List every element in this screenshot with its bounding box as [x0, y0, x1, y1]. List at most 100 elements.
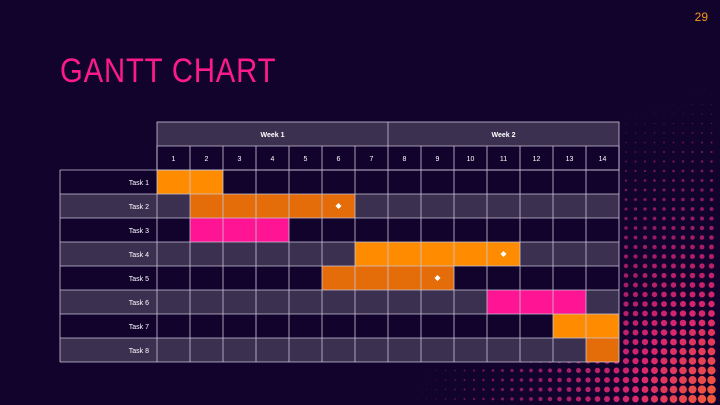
halftone-dot [633, 263, 638, 269]
halftone-dot [463, 379, 466, 381]
halftone-dot [682, 141, 684, 144]
halftone-dot [547, 387, 553, 392]
halftone-dot [557, 368, 562, 373]
halftone-dot [538, 378, 543, 382]
halftone-dot [660, 395, 668, 403]
halftone-dot [604, 386, 610, 393]
halftone-dot [566, 396, 572, 402]
halftone-dot [501, 369, 504, 372]
halftone-dot [708, 291, 715, 298]
halftone-dot [604, 377, 610, 383]
halftone-dot [634, 151, 637, 153]
halftone-dot [671, 197, 676, 202]
halftone-dot [671, 254, 676, 259]
halftone-dot [699, 225, 705, 231]
halftone-dot [662, 169, 666, 173]
halftone-dot [652, 254, 657, 259]
halftone-dot [633, 282, 638, 288]
halftone-dot [652, 263, 657, 269]
halftone-dot [698, 328, 706, 337]
task-bar [190, 194, 355, 218]
task-bar [586, 338, 619, 362]
halftone-dot [689, 319, 696, 327]
halftone-dot [698, 347, 706, 356]
halftone-dot [585, 396, 591, 402]
halftone-dot [623, 348, 629, 355]
halftone-dot [709, 225, 714, 231]
halftone-dot [690, 244, 695, 250]
halftone-dot [710, 150, 713, 154]
halftone-dot [651, 367, 658, 374]
halftone-dot [557, 387, 562, 392]
halftone-dot [698, 319, 706, 327]
halftone-dot [699, 263, 705, 269]
halftone-dot [680, 244, 686, 250]
halftone-dot [641, 367, 649, 374]
halftone-dot [709, 235, 714, 240]
halftone-dot [670, 301, 677, 307]
halftone-dot [680, 263, 686, 269]
halftone-dot [670, 310, 677, 317]
halftone-dot [643, 179, 647, 182]
halftone-dot [604, 367, 610, 374]
halftone-dot [701, 132, 703, 134]
halftone-dot [698, 310, 706, 317]
halftone-dot [660, 385, 668, 394]
halftone-dot [538, 368, 543, 373]
halftone-dot [632, 310, 639, 317]
halftone-dot [673, 104, 674, 105]
day-header-label: 1 [172, 156, 176, 163]
halftone-dot [463, 388, 466, 391]
halftone-dot [653, 169, 656, 173]
halftone-dot [709, 178, 714, 183]
halftone-dot [463, 369, 466, 372]
halftone-dot [661, 235, 667, 240]
halftone-dot [634, 198, 637, 201]
halftone-dot [472, 397, 476, 401]
halftone-dot [633, 216, 638, 221]
halftone-dot [679, 300, 687, 308]
halftone-dot [644, 132, 646, 134]
halftone-dot [510, 397, 514, 401]
halftone-dot [426, 370, 427, 371]
halftone-dot [670, 319, 677, 327]
halftone-dot [633, 273, 638, 278]
halftone-dot [632, 376, 639, 384]
halftone-dot [680, 235, 686, 240]
halftone-dot [632, 348, 639, 355]
halftone-dot [634, 141, 637, 144]
halftone-dot [632, 357, 639, 365]
task-label: Task 2 [129, 204, 149, 211]
halftone-dot [708, 310, 715, 317]
day-header-label: 7 [370, 156, 374, 163]
halftone-dot [663, 132, 665, 134]
halftone-dot [691, 141, 694, 144]
halftone-dot [708, 282, 715, 288]
halftone-dot [700, 188, 704, 192]
task-label: Task 8 [129, 348, 149, 355]
halftone-dot [594, 386, 601, 393]
halftone-dot [700, 150, 704, 154]
day-header-cell [322, 146, 355, 170]
halftone-dot [669, 376, 678, 384]
halftone-dot [661, 272, 667, 279]
halftone-dot [633, 207, 638, 211]
halftone-dot [671, 244, 676, 250]
halftone-dot [538, 396, 543, 402]
halftone-dot [699, 272, 705, 279]
halftone-dot [643, 160, 647, 163]
halftone-dot [622, 367, 630, 374]
halftone-dot [679, 357, 687, 365]
halftone-dot [691, 122, 694, 125]
halftone-dot [672, 122, 675, 125]
day-header-label: 8 [403, 156, 407, 163]
milestone-marker [500, 251, 507, 257]
halftone-dot [547, 368, 553, 373]
halftone-dot [699, 235, 705, 240]
halftone-dot [482, 388, 485, 391]
halftone-dot [519, 397, 524, 401]
halftone-dot [472, 388, 476, 391]
halftone-dot [689, 291, 696, 298]
halftone-dot [653, 132, 656, 134]
halftone-dot [650, 395, 659, 403]
